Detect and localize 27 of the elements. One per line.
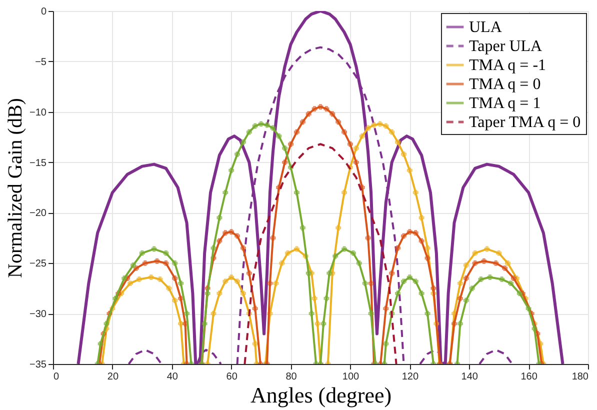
y-tick-label: −20 <box>30 208 47 220</box>
y-tick-label: −15 <box>30 158 47 169</box>
x-tick-label: 60 <box>226 372 238 382</box>
line-series <box>244 143 398 364</box>
x-tick-label: 120 <box>402 372 419 382</box>
legend-label: TMA q = 1 <box>469 95 541 112</box>
y-tick-label: 0 <box>40 6 47 18</box>
y-tick-label: −30 <box>30 309 47 320</box>
x-axis-title: Angles (degree) <box>250 382 392 408</box>
y-tick-label: −5 <box>35 56 47 68</box>
x-tick-label: 100 <box>342 372 360 382</box>
x-tick-label: 80 <box>286 372 298 382</box>
legend-label: TMA q = -1 <box>469 57 546 74</box>
y-axis-title: Normalized Gain (dB) <box>4 98 27 278</box>
x-tick-label: 180 <box>572 372 589 382</box>
y-tick-label: −25 <box>30 258 47 270</box>
y-tick-label: −35 <box>30 360 47 370</box>
legend-label: Taper ULA <box>469 38 543 55</box>
legend-label: ULA <box>469 19 502 36</box>
legend-label: TMA q = 0 <box>469 76 541 93</box>
x-tick-label: 140 <box>461 372 478 382</box>
x-tick-label: 40 <box>166 372 178 382</box>
x-tick-label: 160 <box>520 372 538 382</box>
legend-label: Taper TMA q = 0 <box>469 114 581 131</box>
x-tick-label: 20 <box>107 372 119 382</box>
y-tick-label: −10 <box>30 107 47 118</box>
x-tick-label: 0 <box>54 372 60 382</box>
